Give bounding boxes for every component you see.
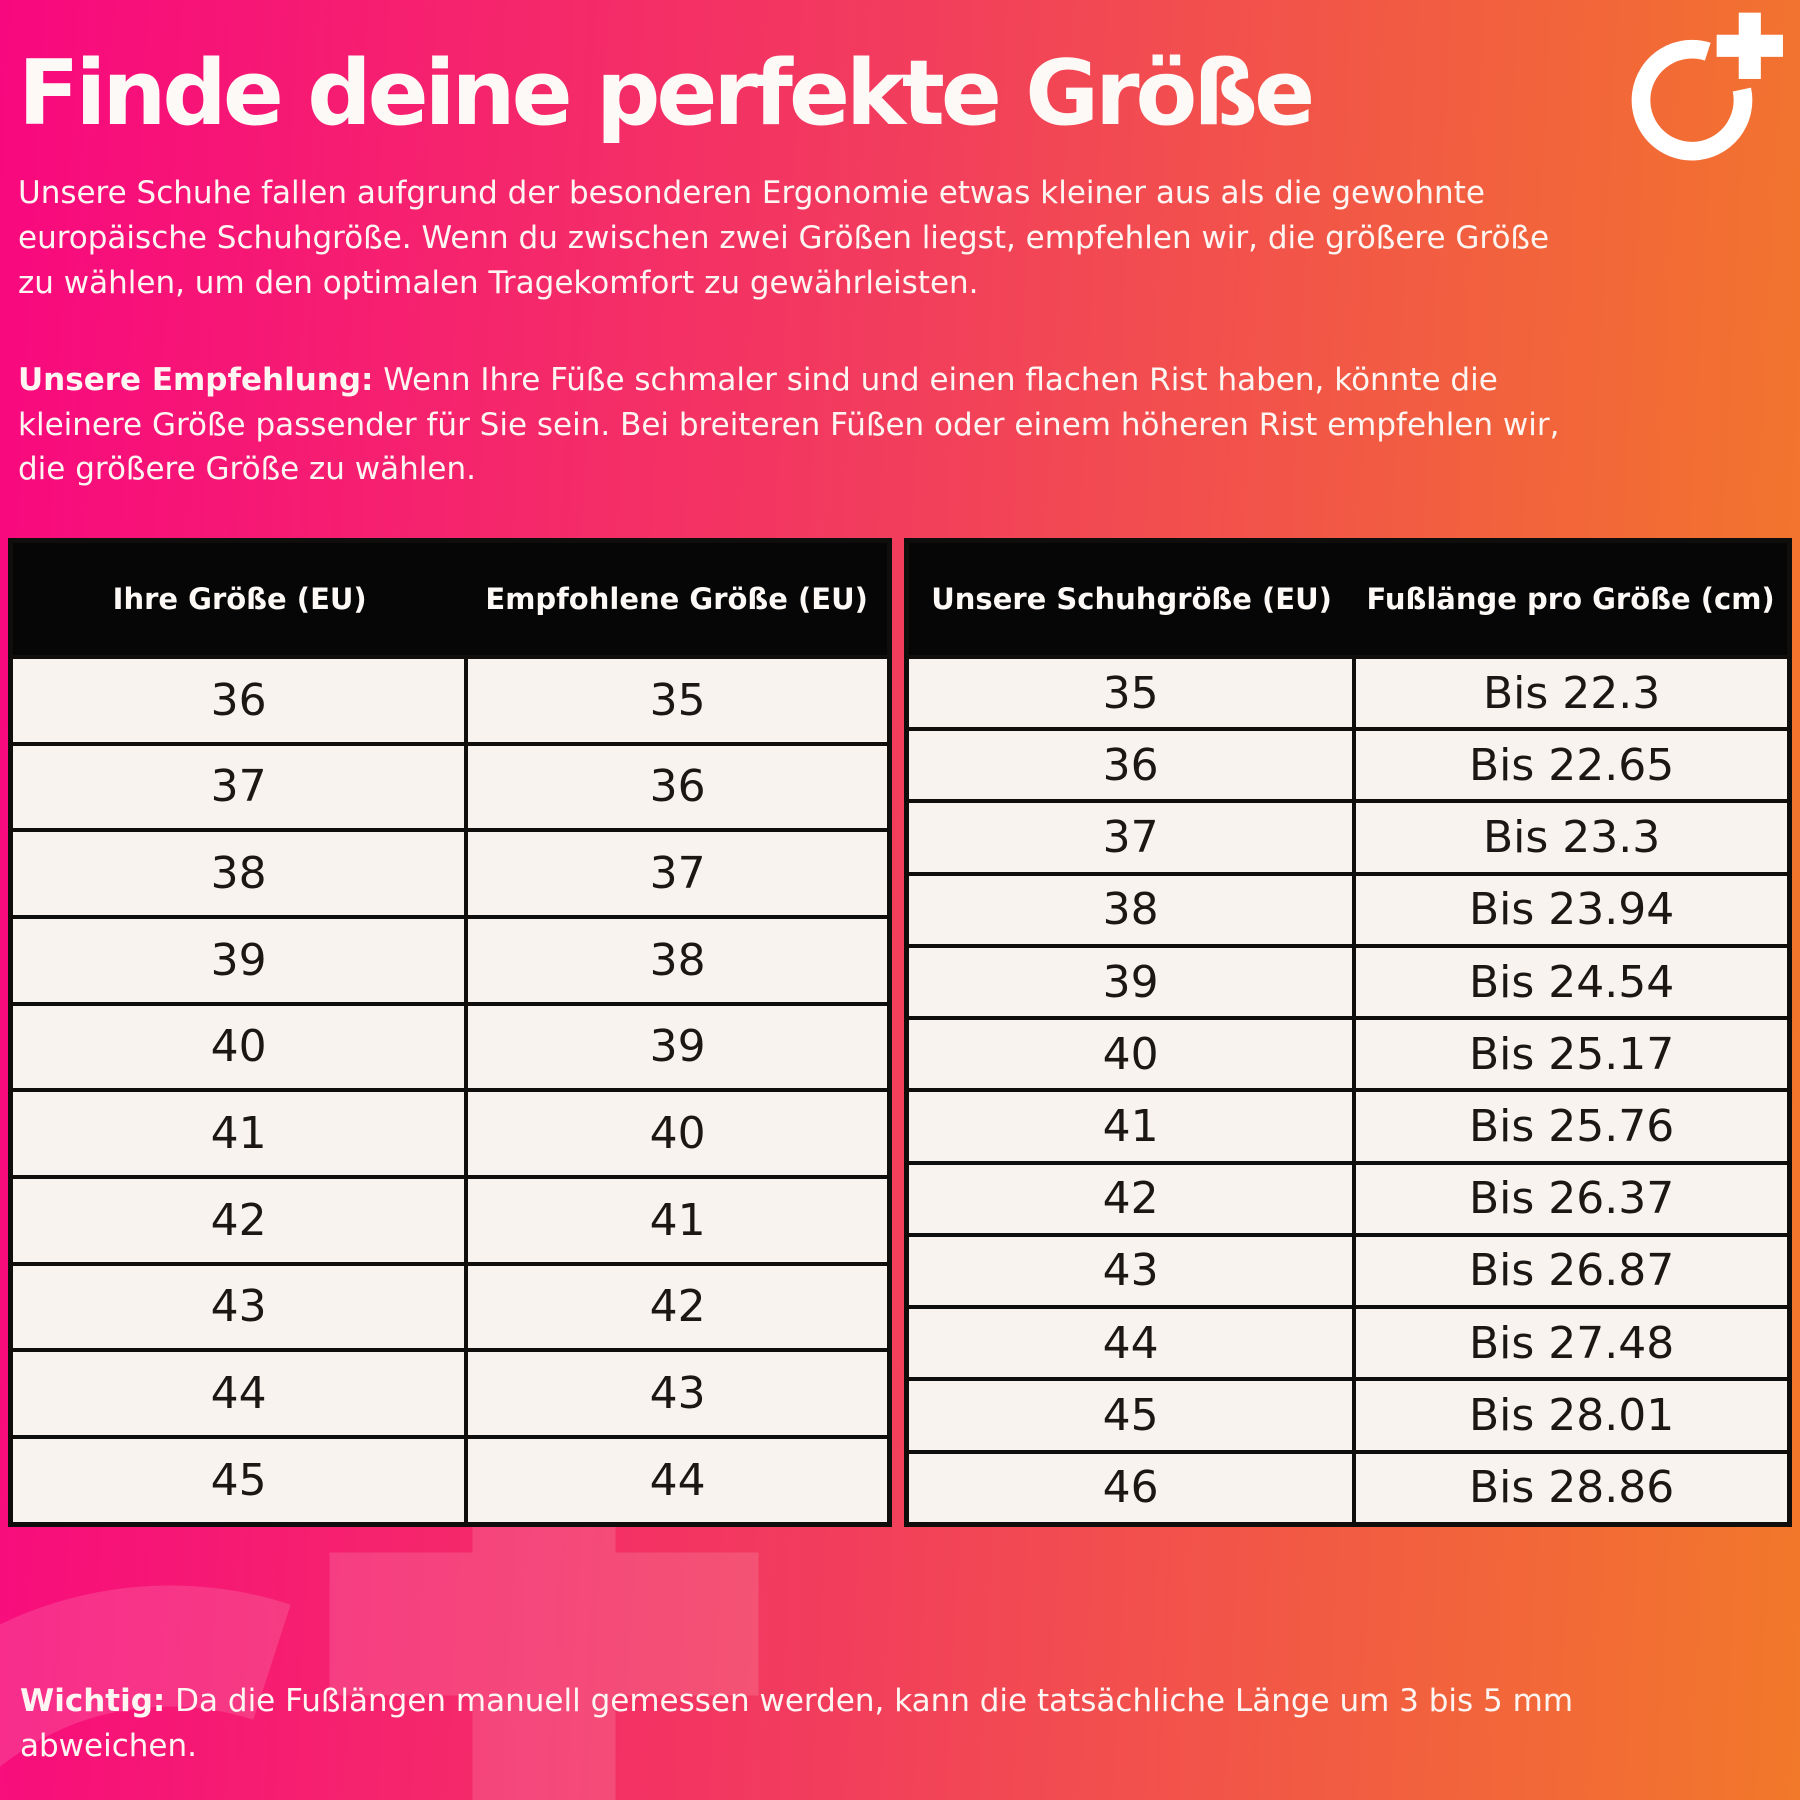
note-label: Wichtig:	[20, 1683, 166, 1719]
important-note: Wichtig: Da die Fußlängen manuell gemess…	[20, 1679, 1590, 1769]
table-cell: 37	[8, 741, 469, 833]
tables-section: Ihre Größe (EU) Empfohlene Größe (EU) 36…	[8, 538, 1792, 1527]
table-row: 46 Bis 28.86	[904, 1449, 1792, 1527]
table-cell: Bis 22.65	[1352, 727, 1792, 804]
column-header-our-shoe-size: Unsere Schuhgröße (EU)	[906, 540, 1355, 657]
size-conversion-table-body: 36 35 37 36 38 37 39 38 40 39 41 40 42 41 43 42 44 43 45 44	[8, 655, 892, 1527]
table-row: 43 42	[8, 1261, 892, 1353]
table-cell: 40	[464, 1088, 892, 1179]
table-cell: 39	[904, 943, 1357, 1021]
recommendation-text: Wenn Ihre Füße schmaler sind und einen f…	[18, 361, 1560, 488]
intro-paragraph: Unsere Schuhe fallen aufgrund der besond…	[18, 174, 1550, 301]
table-cell: Bis 28.86	[1352, 1449, 1792, 1527]
page-title: Finde deine perfekte Größe	[18, 41, 1315, 146]
table-cell: Bis 26.87	[1352, 1232, 1792, 1310]
circle-plus-logo-icon	[1631, 12, 1783, 161]
table-row: 37 Bis 23.3	[904, 799, 1792, 876]
table-cell: 42	[904, 1160, 1357, 1237]
table-cell: 43	[904, 1232, 1357, 1310]
table-row: 39 Bis 24.54	[904, 943, 1792, 1021]
table-cell: 35	[464, 655, 892, 746]
column-header-recommended-size: Empfohlene Größe (EU)	[466, 540, 890, 657]
table-header-row: Unsere Schuhgröße (EU) Fußlänge pro Größ…	[906, 540, 1790, 657]
table-cell: 37	[904, 799, 1357, 876]
note-text: Da die Fußlängen manuell gemessen werden…	[20, 1683, 1574, 1764]
table-row: 45 44	[8, 1434, 892, 1527]
table-cell: Bis 28.01	[1352, 1377, 1792, 1454]
table-row: 43 Bis 26.87	[904, 1232, 1792, 1310]
table-cell: 36	[8, 655, 469, 746]
table-cell: 38	[904, 871, 1357, 948]
table-cell: 38	[464, 914, 892, 1006]
table-cell: 36	[464, 741, 892, 833]
table-cell: 44	[464, 1434, 892, 1527]
header-section: Finde deine perfekte Größe Unsere Schuhe…	[0, 0, 1800, 492]
table-cell: Bis 22.3	[1352, 654, 1792, 732]
table-header-row: Ihre Größe (EU) Empfohlene Größe (EU)	[10, 540, 890, 657]
table-cell: 36	[904, 727, 1357, 804]
table-row: 44 43	[8, 1348, 892, 1439]
table-cell: Bis 24.54	[1352, 943, 1792, 1021]
table-cell: 41	[8, 1088, 469, 1179]
table-row: 40 39	[8, 1001, 892, 1093]
table-row: 38 Bis 23.94	[904, 871, 1792, 948]
table-row: 36 35	[8, 655, 892, 746]
table-cell: Bis 26.37	[1352, 1160, 1792, 1237]
table-cell: 41	[904, 1088, 1357, 1165]
table-cell: 46	[904, 1449, 1357, 1527]
table-cell: Bis 25.17	[1352, 1016, 1792, 1093]
table-row: 45 Bis 28.01	[904, 1377, 1792, 1454]
table-cell: 43	[464, 1348, 892, 1439]
table-cell: 45	[904, 1377, 1357, 1454]
table-row: 38 37	[8, 828, 892, 919]
recommendation-label: Unsere Empfehlung:	[18, 361, 374, 398]
table-cell: 41	[464, 1174, 892, 1266]
table-cell: 39	[464, 1001, 892, 1093]
table-cell: 40	[8, 1001, 469, 1093]
table-cell: 37	[464, 828, 892, 919]
table-cell: Bis 25.76	[1352, 1088, 1792, 1165]
foot-length-table: Unsere Schuhgröße (EU) Fußlänge pro Größ…	[904, 538, 1792, 1527]
table-row: 44 Bis 27.48	[904, 1305, 1792, 1382]
table-cell: 42	[8, 1174, 469, 1266]
table-row: 35 Bis 22.3	[904, 654, 1792, 732]
table-row: 42 41	[8, 1174, 892, 1266]
table-cell: Bis 23.3	[1352, 799, 1792, 876]
foot-length-table-body: 35 Bis 22.3 36 Bis 22.65 37 Bis 23.3 38 Bis 23.…	[904, 654, 1792, 1527]
table-cell: 35	[904, 654, 1357, 732]
table-cell: 42	[464, 1261, 892, 1353]
table-cell: Bis 27.48	[1352, 1305, 1792, 1382]
table-row: 41 40	[8, 1088, 892, 1179]
table-cell: Bis 23.94	[1352, 871, 1792, 948]
table-row: 41 Bis 25.76	[904, 1088, 1792, 1165]
table-cell: 39	[8, 914, 469, 1006]
table-cell: 40	[904, 1016, 1357, 1093]
column-header-foot-length: Fußlänge pro Größe (cm)	[1354, 540, 1790, 657]
table-row: 39 38	[8, 914, 892, 1006]
table-row: 40 Bis 25.17	[904, 1016, 1792, 1093]
table-cell: 44	[8, 1348, 469, 1439]
table-cell: 44	[904, 1305, 1357, 1382]
column-header-your-size: Ihre Größe (EU)	[10, 540, 467, 657]
table-cell: 43	[8, 1261, 469, 1353]
table-row: 37 36	[8, 741, 892, 833]
table-row: 42 Bis 26.37	[904, 1160, 1792, 1237]
size-conversion-table: Ihre Größe (EU) Empfohlene Größe (EU) 36…	[8, 538, 892, 1527]
recommendation-paragraph: Unsere Empfehlung: Wenn Ihre Füße schmal…	[18, 358, 1593, 493]
table-cell: 38	[8, 828, 469, 919]
table-cell: 45	[8, 1434, 469, 1527]
table-row: 36 Bis 22.65	[904, 727, 1792, 804]
